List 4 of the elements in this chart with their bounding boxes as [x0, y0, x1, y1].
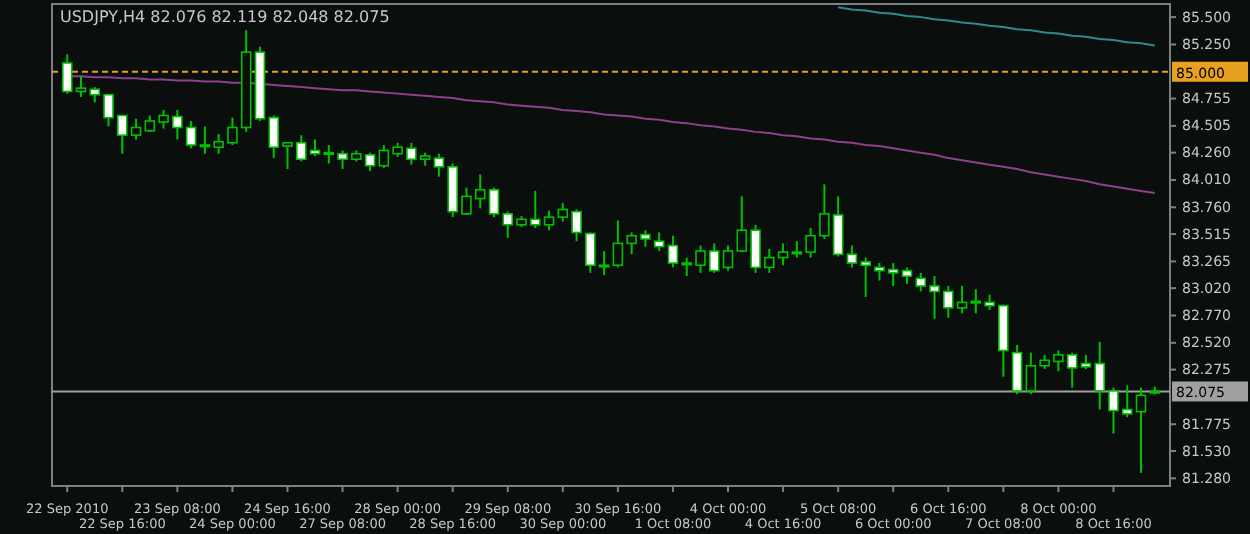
chart-title: USDJPY,H4 82.076 82.119 82.048 82.075	[60, 8, 390, 26]
line-series	[837, 6, 1156, 47]
candlestick	[1011, 344, 1023, 396]
candlestick	[653, 231, 665, 253]
